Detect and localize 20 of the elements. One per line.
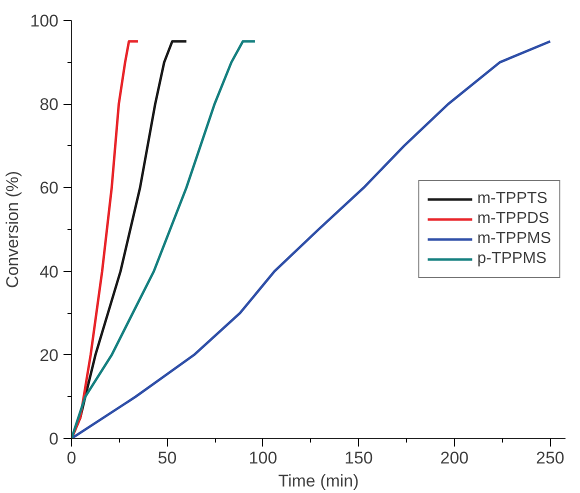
x-tick-label: 150: [344, 448, 373, 468]
y-tick-label: 20: [40, 346, 59, 365]
x-tick-label: 100: [248, 448, 278, 468]
x-axis-title: Time (min): [278, 472, 359, 490]
legend-label: p-TPPMS: [477, 250, 547, 268]
x-tick-label: 0: [66, 448, 76, 468]
x-tick-label: 50: [158, 448, 177, 468]
line-series: [72, 40, 552, 438]
y-axis-title: Conversion (%): [3, 170, 22, 288]
line-series: [72, 40, 256, 438]
y-tick-label: 80: [40, 95, 59, 114]
x-tick-label: 200: [440, 448, 469, 468]
x-tick-label: 250: [536, 448, 564, 468]
y-tick-label: 60: [40, 178, 59, 198]
y-tick-label: 100: [30, 12, 59, 30]
y-tick-label: 0: [49, 430, 59, 448]
legend-label: m-TPPTS: [477, 190, 548, 208]
y-tick-label: 40: [40, 262, 59, 282]
legend-label: m-TPPDS: [477, 210, 550, 228]
legend-label: m-TPPMS: [477, 230, 551, 248]
